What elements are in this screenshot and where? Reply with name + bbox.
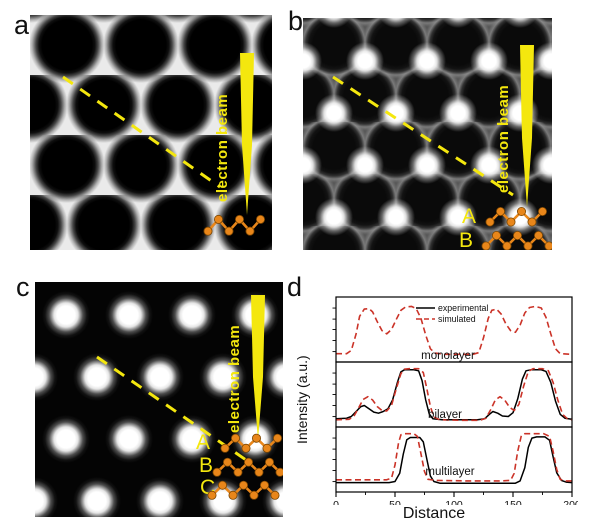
x-tick-label: 150 xyxy=(504,499,522,505)
panel-label-c: c xyxy=(16,272,30,302)
atomic-model-layer-A xyxy=(485,207,548,227)
subplot-label-multilayer: multilayer xyxy=(425,466,474,478)
atomic-model-layer-B xyxy=(481,231,552,250)
legend-entry-experimental: experimental xyxy=(438,303,488,313)
x-tick-label: 0 xyxy=(333,499,339,505)
electron-beam-arrow xyxy=(240,53,254,215)
panel-b-annotations xyxy=(332,45,534,207)
line-profile-plot: monolayer bilayer multilayer experimentalsi… xyxy=(332,296,578,505)
subplot-label-monolayer: monolayer xyxy=(421,350,475,362)
panel-label-a: a xyxy=(14,10,30,40)
intensity-profile-chart: Intensity (a.u.) monolayer bilayer multila… xyxy=(294,280,596,525)
scan-line xyxy=(62,75,221,189)
atomic-model-layer xyxy=(203,214,266,236)
stem-image-bilayer: electron beam A B xyxy=(303,18,552,250)
x-tick-label: 200 xyxy=(563,499,578,505)
electron-beam-arrow xyxy=(251,295,265,440)
panel-label-d: d xyxy=(287,272,303,302)
electron-beam-label: electron beam xyxy=(495,84,512,193)
x-tick-label: 50 xyxy=(389,499,401,505)
layer-label-A: A xyxy=(196,431,211,454)
series-simulated-line xyxy=(336,305,573,356)
scan-line xyxy=(332,75,514,197)
stem-image-monolayer: electron beam xyxy=(30,15,272,250)
subplot-label-bilayer: bilayer xyxy=(428,409,462,421)
atomic-model-layer-A xyxy=(220,433,283,453)
panel-a-annotations xyxy=(62,53,254,215)
atomic-model-layer-B xyxy=(212,457,283,477)
electron-beam-label: electron beam xyxy=(214,93,231,202)
series-simulated-line xyxy=(336,432,572,482)
electron-beam-label: electron beam xyxy=(226,324,243,433)
x-axis-label: Distance xyxy=(402,505,466,522)
series-experimental-line xyxy=(336,436,573,484)
layer-label-B: B xyxy=(199,454,214,477)
atomic-model-layer-C xyxy=(207,480,280,500)
legend-entry-simulated: simulated xyxy=(438,314,476,324)
panel-label-b: b xyxy=(288,6,304,36)
stem-image-multilayer: electron beam A B C xyxy=(35,282,283,517)
x-tick-label: 100 xyxy=(445,499,463,505)
electron-beam-arrow xyxy=(520,45,534,207)
layer-label-A: A xyxy=(462,205,477,228)
layer-label-B: B xyxy=(459,229,474,250)
y-axis-label: Intensity (a.u.) xyxy=(294,355,310,445)
